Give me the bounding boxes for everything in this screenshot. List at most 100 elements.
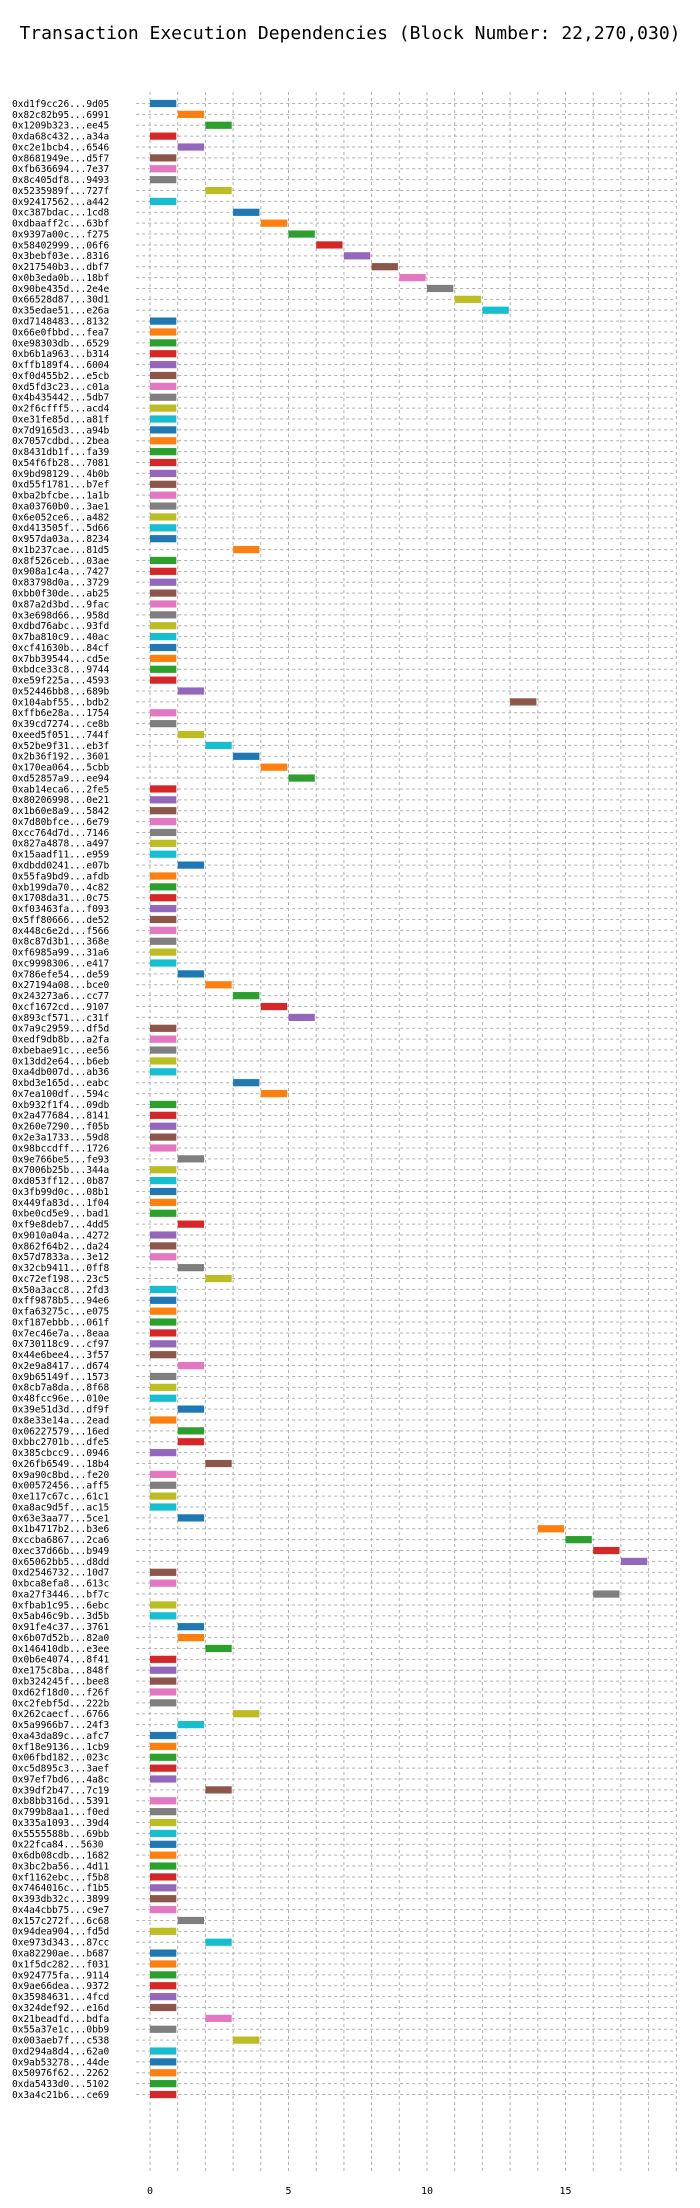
transaction-bar	[177, 110, 205, 118]
transaction-bar	[150, 1840, 177, 1848]
transaction-bar	[454, 295, 482, 303]
chart-title: Transaction Execution Dependencies (Bloc…	[19, 23, 680, 44]
transaction-bar	[150, 872, 177, 880]
transaction-bar	[150, 1296, 177, 1304]
transaction-label: 0xbd3e165d...eabc	[12, 1078, 109, 1089]
transaction-label: 0xf03463fa...f093	[12, 904, 109, 915]
transaction-label: 0xda5433d0...5102	[12, 2079, 109, 2090]
transaction-bar	[150, 437, 177, 445]
transaction-bar	[150, 1133, 177, 1141]
transaction-bar	[482, 306, 509, 314]
transaction-bar	[177, 1405, 205, 1413]
transaction-bar	[177, 143, 205, 151]
transaction-label: 0xe175c8ba...848f	[12, 1666, 109, 1677]
transaction-bar	[177, 730, 205, 739]
transaction-bar	[150, 513, 177, 521]
transaction-bar	[150, 2003, 177, 2012]
transaction-label: 0x22fca84...5630	[12, 1840, 104, 1851]
transaction-label: 0x0b3eda0b...18bf	[12, 273, 109, 284]
transaction-bar	[150, 1166, 177, 1174]
transaction-label: 0xc5d895c3...3aef	[12, 1764, 109, 1775]
transaction-label: 0x06227579...16ed	[12, 1426, 109, 1437]
transaction-label: 0x2e3a1733...59d8	[12, 1133, 110, 1144]
transaction-bar	[177, 1623, 205, 1631]
transaction-bar	[150, 1318, 177, 1326]
transaction-label: 0xb8bb316d...5391	[12, 1796, 110, 1807]
transaction-bar	[150, 1111, 177, 1119]
transaction-label: 0xdbaaff2c...63bf	[12, 219, 109, 230]
transaction-label: 0x2a477684...8141	[12, 1111, 110, 1122]
transaction-label: 0x83798d0a...3729	[12, 578, 110, 589]
transaction-label: 0x97ef7bd6...4a8c	[12, 1774, 109, 1785]
transaction-bar	[150, 1231, 177, 1239]
transaction-bar	[150, 1253, 177, 1261]
transaction-label: 0xfbab1c95...6ebc	[12, 1600, 109, 1611]
transaction-label: 0x730118c9...cf97	[12, 1339, 109, 1350]
transaction-bar	[150, 2080, 177, 2088]
transaction-bar	[150, 883, 177, 891]
transaction-bar	[150, 1100, 177, 1109]
transaction-bar	[150, 1927, 177, 1935]
transaction-label: 0x35984631...4fcd	[12, 1992, 109, 2003]
transaction-label: 0x8e33e14a...2ead	[12, 1415, 109, 1426]
transaction-bar	[233, 2036, 260, 2044]
transaction-label: 0xc72ef198...23c5	[12, 1274, 109, 1285]
transaction-bar	[150, 676, 177, 684]
transaction-label: 0x799b8aa1...f0ed	[12, 1807, 109, 1818]
transaction-label: 0xa43da89c...afc7	[12, 1731, 109, 1742]
transaction-label: 0x1b60e8a9...5842	[12, 806, 109, 817]
transaction-label: 0x262caecf...6766	[12, 1709, 110, 1720]
transaction-bar	[150, 1797, 177, 1805]
transaction-bar	[150, 1612, 177, 1620]
transaction-label: 0x7d9165d3...a94b	[12, 425, 110, 436]
transaction-bar	[205, 1644, 232, 1653]
transaction-label: 0x786efe54...de59	[12, 969, 110, 980]
transaction-bar	[150, 1971, 177, 1979]
transaction-bar	[150, 1579, 177, 1587]
transaction-label: 0xffb6e28a...1754	[12, 708, 110, 719]
transaction-label: 0x448c6e2d...f566	[12, 926, 110, 937]
transaction-label: 0x893cf571...c31f	[12, 1013, 109, 1024]
y-tick-labels: 0xd1f9cc26...9d050x82c82b95...69910x1209…	[12, 99, 110, 2101]
transaction-label: 0x393db32c...3899	[12, 1894, 110, 1905]
transaction-label: 0x3a4c21b6...ce69	[12, 2090, 110, 2101]
transaction-label: 0x217540b3...dbf7	[12, 262, 109, 273]
transaction-bar	[150, 524, 177, 532]
grid-lines	[136, 92, 677, 2172]
transaction-bar	[620, 1557, 648, 1566]
transaction-bar	[150, 317, 177, 325]
transaction-label: 0xbdce33c8...9744	[12, 665, 110, 676]
transaction-label: 0x2b36f192...3601	[12, 752, 110, 763]
transaction-label: 0x146410db...e3ee	[12, 1644, 110, 1655]
transaction-label: 0x827a4878...a497	[12, 839, 109, 850]
transaction-bar	[205, 1786, 232, 1794]
transaction-bar	[260, 763, 288, 771]
transaction-bar	[150, 1677, 177, 1685]
transaction-bar	[150, 1449, 177, 1457]
transaction-label: 0x8cb7a8da...8f68	[12, 1383, 110, 1394]
transaction-label: 0xd2546732...10d7	[12, 1568, 109, 1579]
transaction-bar	[150, 1024, 177, 1032]
transaction-bar	[233, 1079, 260, 1087]
transaction-label: 0xf0d455b2...e5cb	[12, 371, 110, 382]
transaction-bar	[150, 578, 177, 586]
transaction-label: 0x90be435d...2e4e	[12, 284, 110, 295]
transaction-bar	[177, 1155, 205, 1163]
transaction-bar	[177, 861, 205, 869]
transaction-label: 0x2e9a8417...d674	[12, 1361, 110, 1372]
transaction-bar	[150, 937, 177, 945]
transaction-bar	[150, 556, 177, 565]
transaction-label: 0x1209b323...ee45	[12, 121, 109, 132]
transaction-label: 0xdbd76abc...93fd	[12, 621, 109, 632]
transaction-label: 0x1708da31...0c75	[12, 893, 109, 904]
transaction-bar	[150, 361, 177, 369]
transaction-bar	[233, 1710, 260, 1718]
transaction-label: 0x65062bb5...d8dd	[12, 1557, 109, 1568]
transaction-bar	[150, 393, 177, 401]
transaction-bar	[593, 1546, 620, 1555]
transaction-label: 0x87a2d3bd...9fac	[12, 599, 109, 610]
transaction-bar	[150, 1492, 177, 1500]
transaction-label: 0x1b4717b2...b3e6	[12, 1524, 110, 1535]
transaction-bar	[205, 1459, 232, 1468]
